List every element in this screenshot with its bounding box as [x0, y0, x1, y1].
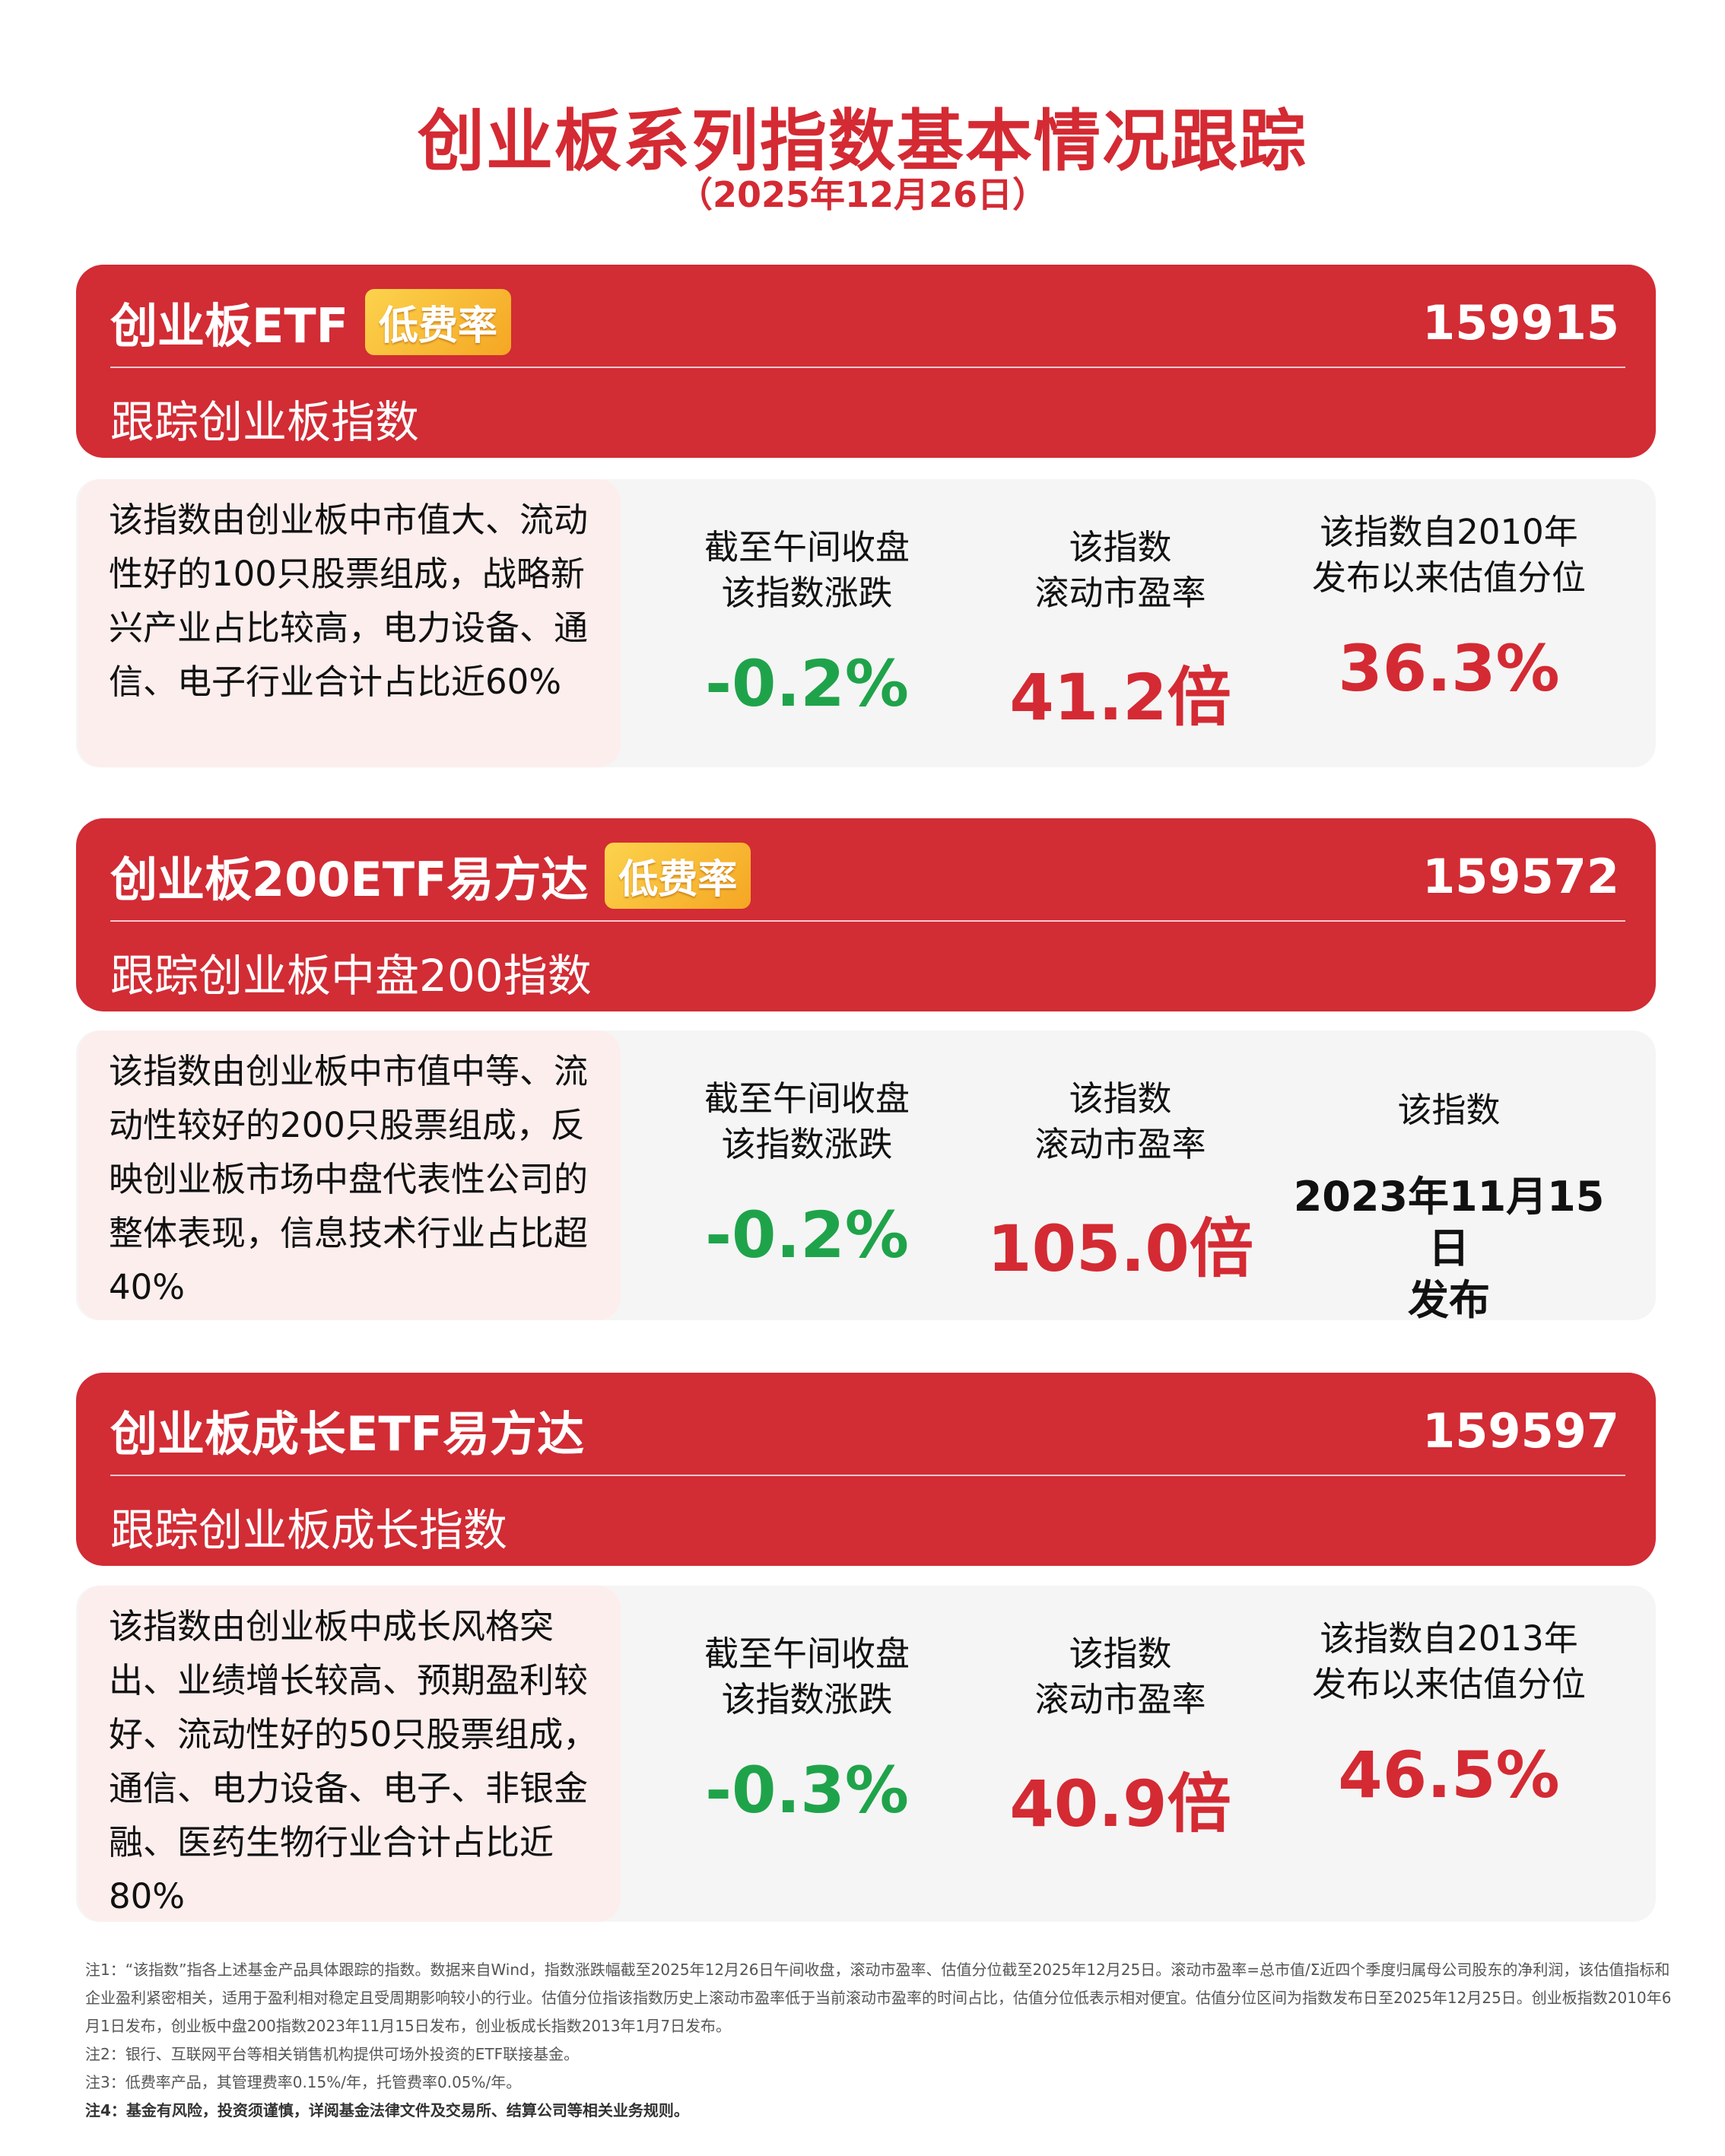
metric-2: 该指数 滚动市盈率 105.0倍 [953, 1076, 1288, 1290]
metric-label: 该指数自2010年 发布以来估值分位 [1311, 512, 1586, 598]
metric-3: 该指数 2023年11月15日 发布 [1282, 1088, 1616, 1326]
fund-card-header: 创业板200ETF易方达 低费率 159572 跟踪创业板中盘200指数 [76, 818, 1656, 1011]
fund-code: 159915 [1422, 295, 1619, 351]
metric-2: 该指数 滚动市盈率 41.2倍 [953, 525, 1288, 738]
page-title: 创业板系列指数基本情况跟踪 [417, 102, 1307, 180]
fund-name: 创业板ETF [110, 298, 348, 354]
fund-card-body: 该指数由创业板中市值中等、流动性较好的200只股票组成，反映创业板市场中盘代表性… [76, 1030, 1656, 1324]
metric-value: 41.2倍 [1009, 660, 1231, 735]
fund-code: 159572 [1422, 849, 1619, 904]
metric-1: 截至午间收盘 该指数涨跌 -0.2% [640, 525, 974, 721]
fund-name: 创业板成长ETF易方达 [110, 1406, 584, 1462]
metric-value: -0.2% [705, 1198, 909, 1272]
fund-code: 159597 [1422, 1403, 1619, 1459]
tracked-index: 跟踪创业板指数 [110, 396, 420, 448]
metric-3: 该指数自2010年 发布以来估值分位 36.3% [1282, 510, 1616, 706]
fund-card-body: 该指数由创业板中市值大、流动性好的100只股票组成，战略新兴产业占比较高，电力设… [76, 479, 1656, 767]
release-date: 2023年11月15日 发布 [1293, 1173, 1605, 1324]
note-2: 注2：银行、互联网平台等相关销售机构提供可场外投资的ETF联接基金。 [85, 2045, 580, 2063]
metric-value: -0.3% [705, 1753, 909, 1827]
fund-card-header: 创业板ETF 低费率 159915 跟踪创业板指数 [76, 265, 1656, 458]
fund-card-header: 创业板成长ETF易方达 159597 跟踪创业板成长指数 [76, 1373, 1656, 1566]
metric-1: 截至午间收盘 该指数涨跌 -0.3% [640, 1631, 974, 1827]
divider [110, 920, 1625, 922]
metric-label: 截至午间收盘 该指数涨跌 [704, 527, 910, 613]
footnotes: 注1：“该指数”指各上述基金产品具体跟踪的指数。数据来自Wind，指数涨跌幅截至… [85, 1956, 1682, 2125]
index-description: 该指数由创业板中市值中等、流动性较好的200只股票组成，反映创业板市场中盘代表性… [78, 1030, 621, 1320]
note-3: 注3：低费率产品，其管理费率0.15%/年，托管费率0.05%/年。 [85, 2073, 522, 2091]
note-1: 注1：“该指数”指各上述基金产品具体跟踪的指数。数据来自Wind，指数涨跌幅截至… [85, 1961, 1672, 2035]
metric-3: 该指数自2013年 发布以来估值分位 46.5% [1282, 1616, 1616, 1812]
index-description: 该指数由创业板中成长风格突出、业绩增长较高、预期盈利较好、流动性好的50只股票组… [78, 1586, 621, 1922]
page-date: （2025年12月26日） [677, 174, 1048, 215]
metric-label: 截至午间收盘 该指数涨跌 [704, 1078, 910, 1164]
divider [110, 367, 1625, 368]
metric-label: 截至午间收盘 该指数涨跌 [704, 1634, 910, 1719]
metric-label: 该指数 滚动市盈率 [1034, 1078, 1206, 1164]
tracked-index: 跟踪创业板中盘200指数 [110, 950, 592, 1002]
metric-value: 36.3% [1338, 631, 1560, 706]
low-fee-badge: 低费率 [365, 288, 512, 355]
metric-2: 该指数 滚动市盈率 40.9倍 [953, 1631, 1288, 1845]
metric-label: 该指数 滚动市盈率 [1034, 527, 1206, 613]
metric-label: 该指数自2013年 发布以来估值分位 [1311, 1618, 1586, 1704]
index-description: 该指数由创业板中市值大、流动性好的100只股票组成，战略新兴产业占比较高，电力设… [78, 479, 621, 767]
low-fee-badge: 低费率 [605, 842, 751, 909]
tracked-index: 跟踪创业板成长指数 [110, 1504, 508, 1556]
divider [110, 1475, 1625, 1476]
fund-name: 创业板200ETF易方达 [110, 852, 589, 907]
note-4: 注4：基金有风险，投资须谨慎，详阅基金法律文件及交易所、结算公司等相关业务规则。 [85, 2101, 689, 2119]
metric-label: 该指数 滚动市盈率 [1034, 1634, 1206, 1719]
metric-label: 该指数 [1397, 1090, 1501, 1130]
metric-value: 40.9倍 [1009, 1767, 1231, 1841]
fund-card-body: 该指数由创业板中成长风格突出、业绩增长较高、预期盈利较好、流动性好的50只股票组… [76, 1586, 1656, 1922]
metric-value: 46.5% [1338, 1738, 1560, 1812]
metric-value: 105.0倍 [987, 1211, 1253, 1286]
metric-1: 截至午间收盘 该指数涨跌 -0.2% [640, 1076, 974, 1272]
metric-value: -0.2% [705, 646, 909, 721]
